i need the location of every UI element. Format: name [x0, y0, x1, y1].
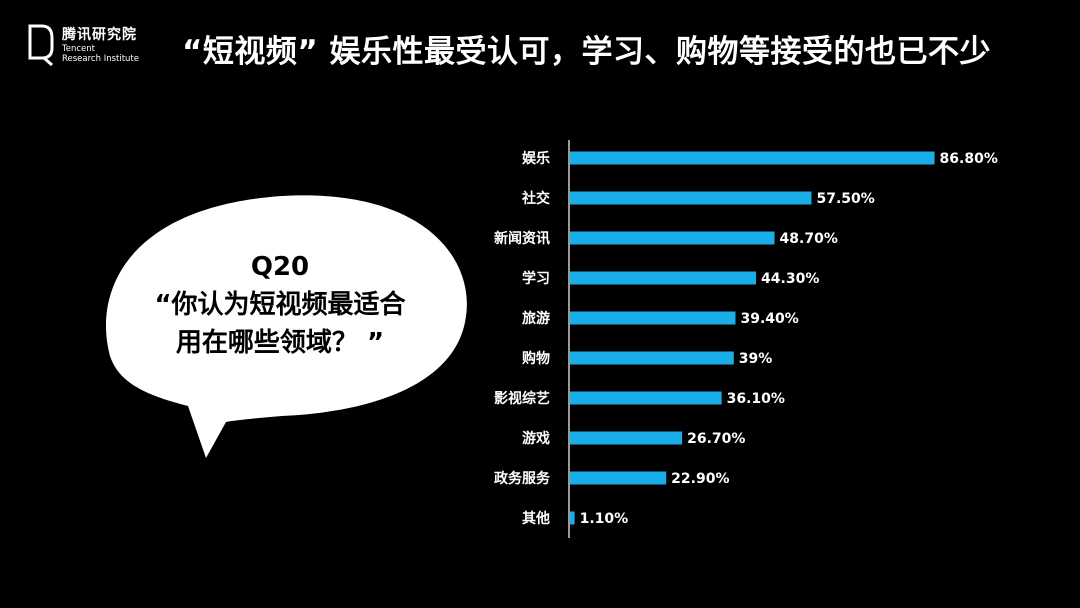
bar — [570, 271, 757, 285]
data-label: 39.40% — [740, 311, 798, 327]
category-label: 其他 — [522, 510, 550, 527]
data-label: 48.70% — [780, 231, 838, 247]
category-label: 旅游 — [522, 310, 550, 327]
category-label: 社交 — [521, 190, 550, 207]
category-label: 游戏 — [522, 430, 550, 447]
category-label: 购物 — [522, 350, 550, 367]
question-line2: 用在哪些领域？ ” — [175, 328, 385, 358]
question-line1: “你认为短视频最适合 — [154, 290, 406, 320]
speech-bubble-shape — [105, 195, 467, 458]
brand-name-cn: 腾讯研究院 — [62, 27, 137, 43]
data-label: 22.90% — [671, 471, 729, 487]
data-label: 39% — [739, 351, 773, 367]
bar — [570, 391, 722, 405]
category-label: 学习 — [522, 270, 550, 287]
data-label: 57.50% — [817, 191, 875, 207]
brand-name-en-line1: Tencent — [62, 44, 95, 54]
brand-logo: 腾讯研究院 Tencent Research Institute — [24, 22, 164, 68]
question-number: Q20 — [250, 252, 310, 282]
data-label: 44.30% — [761, 271, 819, 287]
bar — [570, 351, 734, 365]
category-label: 政务服务 — [494, 470, 551, 487]
category-label: 影视综艺 — [494, 390, 550, 407]
brand-name-en-line2: Research Institute — [62, 54, 139, 64]
category-label: 新闻资讯 — [494, 230, 550, 247]
bar — [570, 511, 575, 525]
bar — [570, 151, 935, 165]
page-title: “短视频” 娱乐性最受认可，学习、购物等接受的也已不少 — [182, 34, 992, 70]
bar — [570, 431, 683, 445]
data-label: 1.10% — [580, 511, 629, 527]
category-label: 娱乐 — [522, 150, 550, 167]
data-label: 86.80% — [940, 151, 998, 167]
bar — [570, 471, 667, 485]
bar — [570, 231, 775, 245]
bar — [570, 191, 812, 205]
question-text: Q20 “你认为短视频最适合 用在哪些领域？ ” — [120, 248, 440, 362]
bar — [570, 311, 736, 325]
data-label: 26.70% — [687, 431, 745, 447]
tencent-research-logo-icon — [28, 24, 54, 66]
data-label: 36.10% — [727, 391, 785, 407]
